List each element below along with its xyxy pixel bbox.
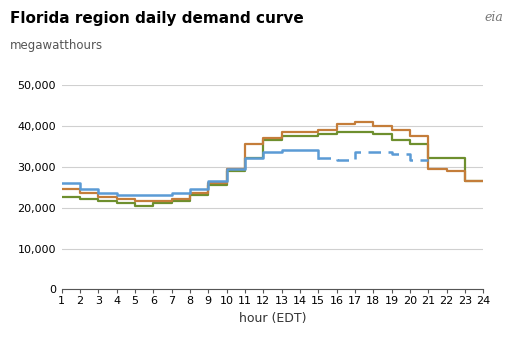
Text: megawatthours: megawatthours xyxy=(10,39,103,52)
Text: eia: eia xyxy=(485,11,504,24)
X-axis label: hour (EDT): hour (EDT) xyxy=(238,312,306,325)
Text: Florida region daily demand curve: Florida region daily demand curve xyxy=(10,11,304,25)
